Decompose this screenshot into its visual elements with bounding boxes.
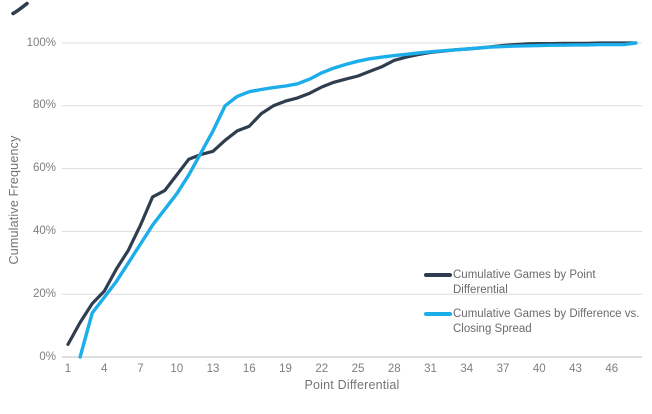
series-line-difference-vs-closing-spread — [78, 41, 638, 359]
x-tick-label: 37 — [496, 363, 510, 375]
x-tick-label: 46 — [605, 363, 619, 375]
y-tick-label: 0% — [39, 350, 56, 363]
x-axis-title: Point Differential — [304, 378, 400, 392]
y-tick-label: 20% — [32, 287, 56, 300]
x-tick-label: 10 — [170, 363, 184, 375]
y-tick-label: 60% — [32, 162, 56, 175]
y-tick-label: 40% — [32, 224, 56, 237]
y-tick-label: 80% — [32, 99, 56, 112]
x-tick-label: 7 — [137, 363, 144, 375]
x-tick-label: 1 — [64, 363, 72, 375]
legend-label-closing-spread: Cumulative Games by Difference vs. Closi… — [453, 308, 640, 335]
x-tick-label: 19 — [279, 363, 292, 375]
y-tick-label: 100% — [26, 36, 56, 49]
x-tick-label: 22 — [315, 363, 329, 375]
gridlines — [62, 42, 642, 358]
x-tick-label: 4 — [101, 363, 108, 375]
x-tick-label: 16 — [242, 363, 256, 375]
legend: Cumulative Games by Point Differential C… — [424, 268, 650, 346]
legend-item-closing-spread: Cumulative Games by Difference vs. Closi… — [424, 307, 650, 337]
legend-swatch-closing-spread — [424, 312, 452, 316]
y-axis-title: Cumulative Frequency — [7, 135, 21, 265]
x-tick-label: 31 — [424, 363, 437, 375]
x-tick-label: 25 — [351, 363, 365, 375]
x-tick-label: 13 — [206, 363, 220, 375]
series-lines — [66, 41, 638, 359]
x-tick-label: 43 — [569, 363, 582, 375]
legend-swatch-point-differential — [424, 273, 452, 277]
legend-label-point-differential: Cumulative Games by Point Differential — [453, 269, 596, 296]
x-tick-label: 34 — [460, 363, 474, 375]
legend-item-point-differential: Cumulative Games by Point Differential — [424, 268, 650, 298]
x-tick-label: 28 — [387, 363, 401, 375]
corner-mark — [11, 1, 29, 16]
x-tick-label: 40 — [532, 363, 546, 375]
series-line-point-differential — [66, 41, 638, 346]
